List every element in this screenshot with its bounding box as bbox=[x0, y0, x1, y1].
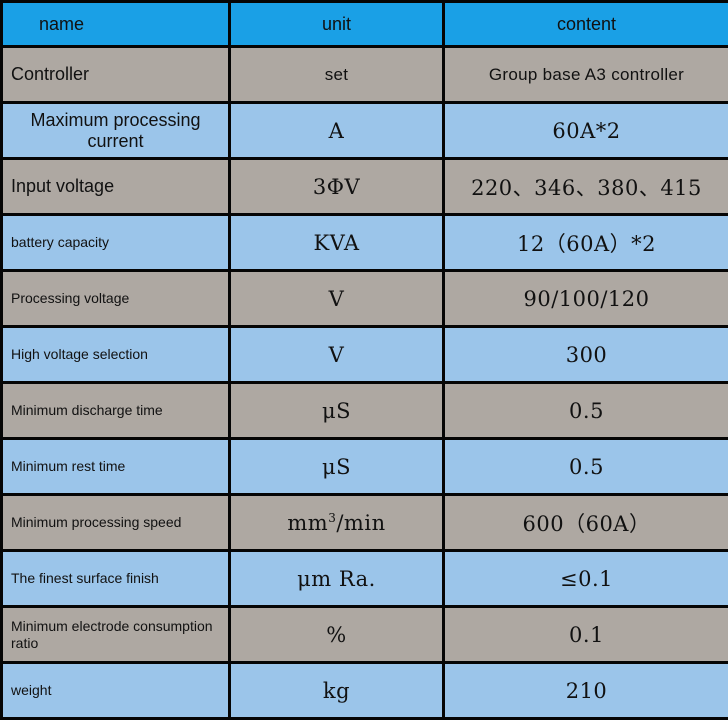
row-unit: set bbox=[228, 45, 445, 104]
row-name: Minimum rest time bbox=[0, 437, 231, 496]
row-content: 300 bbox=[442, 325, 728, 384]
row-unit: mm3/min bbox=[228, 493, 445, 552]
table-row: Maximum processing current A 60A*2 bbox=[0, 101, 728, 160]
header-unit: unit bbox=[228, 0, 445, 48]
row-unit: % bbox=[228, 605, 445, 664]
row-content: 210 bbox=[442, 661, 728, 720]
table-row: Minimum processing speed mm3/min 600（60A… bbox=[0, 493, 728, 552]
row-name: High voltage selection bbox=[0, 325, 231, 384]
row-name: Input voltage bbox=[0, 157, 231, 216]
table-row: weight kg 210 bbox=[0, 661, 728, 720]
row-name: Minimum processing speed bbox=[0, 493, 231, 552]
row-unit: 3ΦV bbox=[228, 157, 445, 216]
row-content: 90/100/120 bbox=[442, 269, 728, 328]
row-content: 600（60A） bbox=[442, 493, 728, 552]
row-content: 0.1 bbox=[442, 605, 728, 664]
row-unit: A bbox=[228, 101, 445, 160]
row-content: ≤0.1 bbox=[442, 549, 728, 608]
header-content: content bbox=[442, 0, 728, 48]
table-row: Minimum discharge time μS 0.5 bbox=[0, 381, 728, 440]
row-name: Minimum discharge time bbox=[0, 381, 231, 440]
table-row: Controller set Group base A3 controller bbox=[0, 45, 728, 104]
row-content: Group base A3 controller bbox=[442, 45, 728, 104]
header-row: name unit content bbox=[0, 0, 728, 48]
row-name: The finest surface finish bbox=[0, 549, 231, 608]
row-content: 60A*2 bbox=[442, 101, 728, 160]
unit-base: mm bbox=[287, 510, 329, 535]
table-row: Processing voltage V 90/100/120 bbox=[0, 269, 728, 328]
table-row: High voltage selection V 300 bbox=[0, 325, 728, 384]
row-content: 220、346、380、415 bbox=[442, 157, 728, 216]
row-name: Processing voltage bbox=[0, 269, 231, 328]
table-row: Minimum electrode consumption ratio % 0.… bbox=[0, 605, 728, 664]
row-content: 12（60A）*2 bbox=[442, 213, 728, 272]
row-name: Maximum processing current bbox=[0, 101, 231, 160]
row-name: battery capacity bbox=[0, 213, 231, 272]
row-unit: KVA bbox=[228, 213, 445, 272]
row-unit: V bbox=[228, 325, 445, 384]
row-content: 0.5 bbox=[442, 437, 728, 496]
row-unit: μS bbox=[228, 381, 445, 440]
row-unit: μm Ra. bbox=[228, 549, 445, 608]
unit-superscript: 3 bbox=[328, 510, 337, 525]
row-unit: V bbox=[228, 269, 445, 328]
table-row: Minimum rest time μS 0.5 bbox=[0, 437, 728, 496]
row-unit: kg bbox=[228, 661, 445, 720]
unit-suffix: /min bbox=[336, 510, 386, 535]
row-unit: μS bbox=[228, 437, 445, 496]
row-content: 0.5 bbox=[442, 381, 728, 440]
row-name: Controller bbox=[0, 45, 231, 104]
table-row: battery capacity KVA 12（60A）*2 bbox=[0, 213, 728, 272]
header-name: name bbox=[0, 0, 231, 48]
row-name: weight bbox=[0, 661, 231, 720]
table-row: Input voltage 3ΦV 220、346、380、415 bbox=[0, 157, 728, 216]
row-name: Minimum electrode consumption ratio bbox=[0, 605, 231, 664]
table-row: The finest surface finish μm Ra. ≤0.1 bbox=[0, 549, 728, 608]
